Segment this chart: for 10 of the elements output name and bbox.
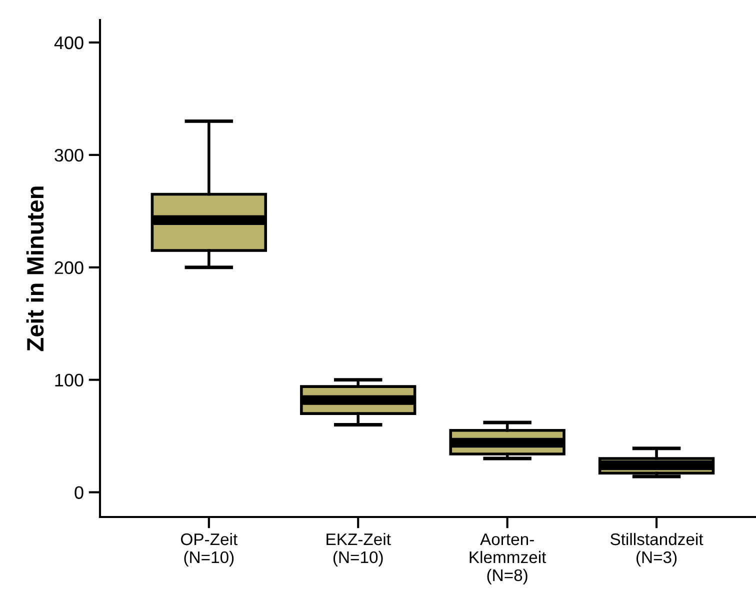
x-tick-label: Aorten- Klemmzeit (N=8) [470,534,546,584]
y-tick-label: 200 [54,261,84,274]
x-tick-label: Stillstandzeit (N=3) [610,532,704,566]
x-tick-label: EKZ-Zeit (N=10) [326,532,391,566]
y-tick-label: 400 [54,36,84,50]
x-tick-label: OP-Zeit (N=10) [181,532,238,566]
y-tick-label: 100 [55,374,84,387]
y-axis-title: Zeit in Minuten [26,186,44,352]
y-tick-label: 0 [74,486,84,499]
y-tick-label: 300 [54,148,84,162]
